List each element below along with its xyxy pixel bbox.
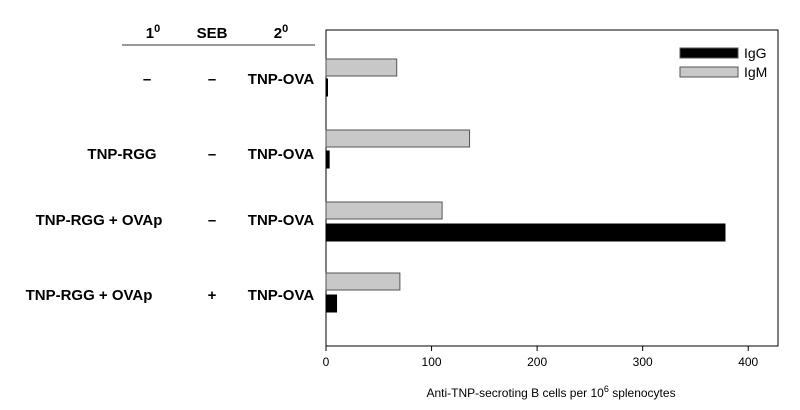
row-label-secondary: TNP-OVA: [248, 71, 315, 88]
x-tick-label: 200: [527, 355, 547, 369]
bar-igg: [325, 223, 726, 242]
row-label-seb: –: [208, 212, 216, 229]
row-label-primary: TNP-RGG: [87, 146, 156, 163]
row-label-primary: –: [143, 71, 151, 88]
x-tick-label: 300: [633, 355, 653, 369]
x-tick-label: 100: [422, 355, 442, 369]
legend-swatch-igm: [679, 66, 739, 78]
row-label-primary: TNP-RGG + OVAp: [36, 212, 163, 229]
row-label-seb: –: [208, 146, 216, 163]
bar-igg: [325, 150, 330, 169]
bar-igm: [325, 129, 471, 148]
x-tick-label: 400: [738, 355, 758, 369]
bar-igg: [325, 294, 338, 313]
x-axis-label: Anti-TNP-secroting B cells per 106 splen…: [426, 384, 675, 400]
plot-frame: [325, 29, 779, 347]
row-label-secondary: TNP-OVA: [248, 212, 315, 229]
column-header: 10: [146, 23, 160, 42]
column-header: SEB: [197, 25, 228, 42]
x-tick-label: 0: [323, 355, 330, 369]
bar-igm: [325, 201, 443, 220]
bar-igg: [325, 78, 328, 97]
bar-igm: [325, 58, 398, 77]
row-label-secondary: TNP-OVA: [248, 146, 315, 163]
row-label-secondary: TNP-OVA: [248, 287, 315, 304]
legend-label-igg: IgG: [744, 45, 767, 61]
legend-label-igm: IgM: [744, 64, 767, 80]
column-header: 20: [274, 23, 288, 42]
row-label-primary: TNP-RGG + OVAp: [26, 287, 153, 304]
row-label-seb: +: [208, 287, 217, 304]
bar-igm: [325, 272, 401, 291]
legend-swatch-igg: [679, 47, 739, 59]
row-label-seb: –: [208, 71, 216, 88]
